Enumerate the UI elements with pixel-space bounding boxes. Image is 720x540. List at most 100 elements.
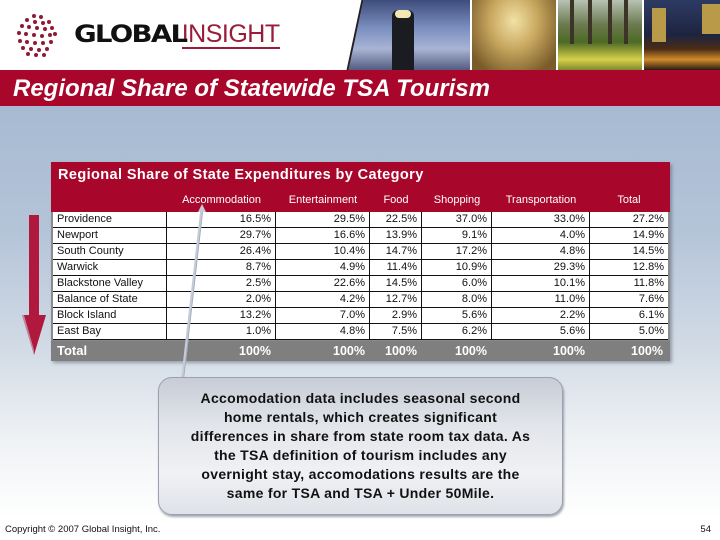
cell-shopping: 8.0% xyxy=(422,292,492,308)
lighthouse-tower xyxy=(392,10,414,70)
cell-entertainment: 7.0% xyxy=(276,308,370,324)
city-night-photo xyxy=(644,0,720,70)
table-title: Regional Share of State Expenditures by … xyxy=(58,167,424,183)
lighthouse-photo xyxy=(340,0,470,70)
cell-transportation: 10.1% xyxy=(492,276,590,292)
cell-region: Warwick xyxy=(53,260,167,276)
callout-line: Accomodation data includes seasonal seco… xyxy=(200,390,521,406)
globe-dot xyxy=(17,31,21,35)
logo-wordmark: GLOBAL INSIGHT xyxy=(74,20,280,49)
cell-accommodation: 29.7% xyxy=(167,228,276,244)
ballroom-photo xyxy=(472,0,556,70)
cell-transportation: 11.0% xyxy=(492,292,590,308)
callout-line: differences in share from state room tax… xyxy=(190,428,531,444)
callout-line: home rentals, which creates significant xyxy=(223,409,498,425)
globe-dot xyxy=(32,14,36,18)
total-label: Total xyxy=(57,343,88,358)
cell-accommodation: 8.7% xyxy=(167,260,276,276)
globe-dot xyxy=(18,39,22,43)
table-row: Newport 29.7% 16.6% 13.9% 9.1% 4.0% 14.9% xyxy=(53,228,668,244)
globe-dot xyxy=(34,53,38,57)
cell-food: 13.9% xyxy=(370,228,422,244)
column-header-transportation: Transportation xyxy=(505,194,577,206)
globe-dot xyxy=(39,15,43,19)
cell-total: 5.0% xyxy=(638,325,664,337)
cell-transportation: 33.0% xyxy=(492,212,590,228)
expenditure-share-table: Regional Share of State Expenditures by … xyxy=(51,162,670,361)
globe-dot xyxy=(37,48,41,52)
table-row: East Bay 1.0% 4.8% 7.5% 6.2% 5.6% 5.0% xyxy=(53,324,668,340)
cell-entertainment: 29.5% xyxy=(276,212,370,228)
cell-transportation: 5.6% xyxy=(492,324,590,340)
cell-transportation: 4.8% xyxy=(492,244,590,260)
cell-region: East Bay xyxy=(53,324,167,340)
globe-dot xyxy=(25,40,29,44)
cell-total: 12.8% xyxy=(632,261,664,273)
cell-entertainment: 4.8% xyxy=(276,324,370,340)
tree-trunk xyxy=(624,0,628,44)
cell-food: 11.4% xyxy=(370,260,422,276)
cell-food: 22.5% xyxy=(370,212,422,228)
tree-trunk xyxy=(608,0,612,44)
table-row: Balance of State 2.0% 4.2% 12.7% 8.0% 11.0% 7.… xyxy=(53,292,668,308)
globe-dot xyxy=(21,46,25,50)
building xyxy=(702,4,720,34)
cell-transportation: 29.3% xyxy=(492,260,590,276)
globe-dot xyxy=(41,41,45,45)
globe-dot xyxy=(33,20,37,24)
callout-line: overnight stay, accomodations results ar… xyxy=(201,466,520,482)
cell-accommodation: 26.4% xyxy=(167,244,276,260)
cell-food: 14.5% xyxy=(370,276,422,292)
cell-total: 14.9% xyxy=(632,229,664,241)
globe-dots-icon xyxy=(12,12,57,57)
cell-food: 2.9% xyxy=(370,308,422,324)
page-number: 54 xyxy=(700,524,711,535)
globe-dot xyxy=(26,52,30,56)
table-total-row: Total 100% 100% 100% 100% 100% 100% xyxy=(51,341,670,361)
column-header-food: Food xyxy=(383,194,409,206)
cell-food: 12.7% xyxy=(370,292,422,308)
tree-trunk xyxy=(570,0,574,44)
column-header-total: Total xyxy=(617,194,641,206)
cell-transportation: 2.2% xyxy=(492,308,590,324)
globe-dot xyxy=(29,47,33,51)
column-header-accommodation: Accommodation xyxy=(182,194,261,206)
cell-entertainment: 4.9% xyxy=(276,260,370,276)
cell-shopping: 6.2% xyxy=(422,324,492,340)
garden-photo xyxy=(558,0,642,70)
cell-shopping: 6.0% xyxy=(422,276,492,292)
globe-dot xyxy=(41,21,45,25)
column-header-shopping: Shopping xyxy=(433,194,481,206)
table-row: Providence 16.5% 29.5% 22.5% 37.0% 33.0% 27.2% xyxy=(53,212,668,228)
globe-dot xyxy=(50,26,54,30)
callout-line: same for TSA and TSA + Under 50Mile. xyxy=(226,485,495,501)
lighthouse-lamp xyxy=(395,10,411,18)
tree-trunk xyxy=(588,0,592,44)
table-row: Block Island 13.2% 7.0% 2.9% 5.6% 2.2% 6.1% xyxy=(53,308,668,324)
globe-dot xyxy=(20,24,24,28)
copyright-notice: Copyright © 2007 Global Insight, Inc. xyxy=(5,524,161,535)
total-food: 100% xyxy=(385,344,417,358)
globe-dot xyxy=(25,18,29,22)
cell-food: 7.5% xyxy=(370,324,422,340)
globe-dot xyxy=(40,34,44,38)
cell-shopping: 5.6% xyxy=(422,308,492,324)
globe-dot xyxy=(27,25,31,29)
cell-region: Newport xyxy=(53,228,167,244)
cell-total: 14.5% xyxy=(632,245,664,257)
globe-dot xyxy=(45,47,49,51)
globe-dot xyxy=(53,32,57,36)
table-header: Regional Share of State Expenditures by … xyxy=(51,162,670,212)
table-body: Providence 16.5% 29.5% 22.5% 37.0% 33.0% 27.2%… xyxy=(53,212,668,340)
slide-header: GLOBAL INSIGHT xyxy=(0,0,720,70)
logo-text-insight: INSIGHT xyxy=(181,19,280,49)
total-total: 100% xyxy=(631,344,663,358)
accommodation-note-callout: Accomodation data includes seasonal seco… xyxy=(158,377,563,515)
cell-shopping: 37.0% xyxy=(422,212,492,228)
total-transportation: 100% xyxy=(553,344,585,358)
cell-transportation: 4.0% xyxy=(492,228,590,244)
cell-accommodation: 13.2% xyxy=(167,308,276,324)
cell-region: Providence xyxy=(53,212,167,228)
cell-region: Balance of State xyxy=(53,292,167,308)
cell-shopping: 9.1% xyxy=(422,228,492,244)
